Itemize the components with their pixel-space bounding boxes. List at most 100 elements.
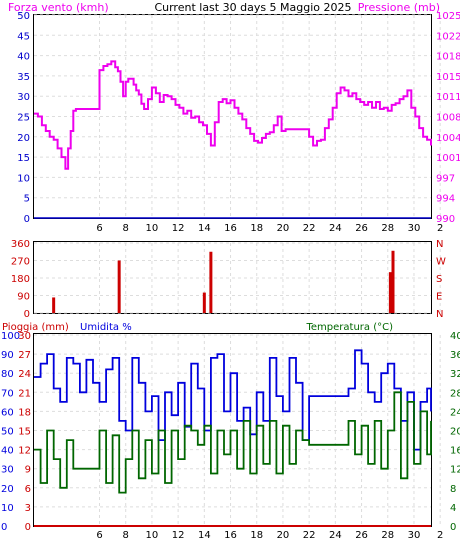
pressure-tick-label: 1022: [436, 31, 460, 42]
wind-tick-label: 30: [17, 92, 30, 103]
wind-direction-bar: [52, 297, 56, 313]
x-tick-label-top: 14: [198, 223, 211, 234]
pressure-tick-label: 997: [436, 173, 455, 184]
x-tick-label-bottom: 10: [146, 530, 159, 541]
x-tick-label-bottom: 14: [198, 530, 211, 541]
humidity-tick-label: 30: [1, 465, 14, 476]
x-tick-label-top: 30: [408, 223, 421, 234]
x-tick-label-bottom: 22: [303, 530, 316, 541]
direction-degree-label: 0: [24, 309, 30, 320]
pressure-tick-label: 1018: [436, 52, 460, 63]
x-tick-label-top: 2: [437, 223, 443, 234]
humidity-tick-label: 60: [1, 407, 14, 418]
wind-force-title: Forza vento (kmh): [8, 1, 109, 14]
direction-compass-label: N: [436, 309, 443, 320]
x-tick-label-bottom: 28: [381, 530, 394, 541]
pressure-tick-label: 1001: [436, 153, 460, 164]
temperature-tick-label: 28: [450, 388, 460, 399]
humidity-label: Umidita %: [80, 322, 132, 333]
direction-compass-label: E: [436, 292, 442, 303]
x-tick-label-bottom: 26: [355, 530, 368, 541]
x-tick-label-bottom: 20: [277, 530, 290, 541]
pressure-tick-label: 1011: [436, 92, 460, 103]
humidity-tick-label: 0: [1, 522, 7, 533]
wind-tick-label: 50: [17, 11, 30, 22]
wind-tick-label: 0: [24, 214, 30, 225]
direction-compass-label: S: [436, 274, 442, 285]
x-tick-label-top: 12: [172, 223, 185, 234]
chart-main-title: Current last 30 days 5 Maggio 2025: [154, 1, 351, 14]
rain-tick-label: 6: [25, 484, 31, 495]
wind-direction-bar: [388, 272, 392, 313]
wind-tick-label: 45: [17, 31, 30, 42]
x-tick-label-bottom: 12: [172, 530, 185, 541]
temperature-series-line: [34, 391, 432, 494]
pressure-tick-label: 990: [436, 214, 455, 225]
temperature-tick-label: 8: [450, 484, 456, 495]
wind-direction-bar: [202, 292, 206, 313]
x-tick-label-top: 6: [96, 223, 102, 234]
x-tick-label-bottom: 2: [437, 530, 443, 541]
axis-labels: 6688101012121414161618182020222224242626…: [1, 11, 460, 541]
pressure-tick-label: 1025: [436, 11, 460, 22]
pressure-series-line: [34, 60, 432, 170]
humidity-series-line: [34, 349, 432, 451]
rain-tick-label: 24: [18, 369, 31, 380]
chart-marks: [34, 60, 432, 527]
humidity-tick-label: 90: [1, 350, 14, 361]
humidity-tick-label: 40: [1, 446, 14, 457]
rain-label: Pioggia (mm): [2, 322, 69, 333]
wind-direction-bar: [117, 260, 121, 313]
wind-tick-label: 40: [17, 52, 30, 63]
x-tick-label-top: 18: [250, 223, 263, 234]
x-tick-label-top: 22: [303, 223, 316, 234]
humidity-tick-label: 10: [1, 503, 14, 514]
pressure-title: Pressione (mb): [358, 1, 440, 14]
humidity-tick-label: 80: [1, 369, 14, 380]
x-tick-label-top: 16: [224, 223, 237, 234]
direction-compass-label: N: [436, 239, 443, 250]
rain-tick-label: 0: [25, 522, 31, 533]
rain-tick-label: 12: [18, 446, 31, 457]
x-tick-label-bottom: 30: [408, 530, 421, 541]
x-tick-label-bottom: 8: [123, 530, 129, 541]
x-tick-label-bottom: 24: [329, 530, 342, 541]
humidity-tick-label: 70: [1, 388, 14, 399]
rain-tick-label: 30: [18, 331, 31, 342]
wind-tick-label: 35: [17, 72, 30, 83]
direction-compass-label: W: [436, 257, 446, 268]
wind-tick-label: 25: [17, 113, 30, 124]
temperature-tick-label: 16: [450, 446, 460, 457]
humidity-tick-label: 100: [1, 331, 20, 342]
humidity-tick-label: 50: [1, 427, 14, 438]
humidity-tick-label: 20: [1, 484, 14, 495]
wind-tick-label: 5: [24, 194, 30, 205]
temperature-tick-label: 40: [450, 331, 460, 342]
temperature-tick-label: 0: [450, 522, 456, 533]
temperature-tick-label: 32: [450, 369, 460, 380]
x-tick-label-top: 20: [277, 223, 290, 234]
direction-degree-label: 360: [11, 239, 30, 250]
temperature-tick-label: 20: [450, 427, 460, 438]
x-tick-label-bottom: 18: [250, 530, 263, 541]
x-tick-label-top: 28: [381, 223, 394, 234]
pressure-tick-label: 994: [436, 194, 455, 205]
direction-degree-label: 270: [11, 257, 30, 268]
direction-degree-label: 180: [11, 274, 30, 285]
rain-tick-label: 18: [18, 407, 31, 418]
wind-direction-bar: [391, 250, 395, 313]
x-tick-label-top: 26: [355, 223, 368, 234]
wind-tick-label: 20: [17, 133, 30, 144]
temperature-label: Temperatura (°C): [305, 322, 393, 333]
rain-tick-label: 9: [25, 465, 31, 476]
temperature-tick-label: 36: [450, 350, 460, 361]
rain-tick-label: 3: [25, 503, 31, 514]
rain-tick-label: 15: [18, 427, 31, 438]
temperature-tick-label: 4: [450, 503, 456, 514]
x-tick-label-top: 10: [146, 223, 159, 234]
rain-tick-label: 21: [18, 388, 31, 399]
pressure-tick-label: 1008: [436, 113, 460, 124]
pressure-tick-label: 1015: [436, 72, 460, 83]
temperature-tick-label: 12: [450, 465, 460, 476]
